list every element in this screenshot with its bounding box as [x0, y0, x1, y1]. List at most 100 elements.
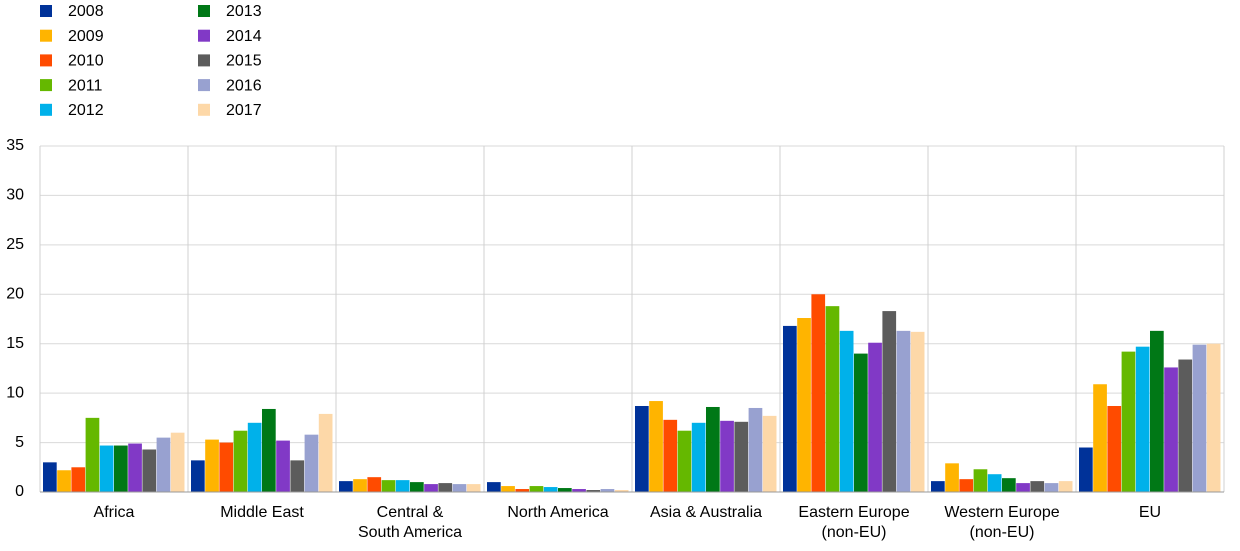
bar	[691, 422, 706, 492]
legend-label: 2012	[68, 102, 104, 119]
bar	[57, 470, 71, 492]
bar	[663, 419, 678, 492]
bar	[896, 330, 911, 492]
bar	[114, 445, 128, 492]
x-tick-label: EU	[1139, 504, 1161, 521]
y-tick-label: 0	[15, 483, 24, 500]
x-tick-label-line: (non-EU)	[970, 524, 1035, 541]
bar	[720, 420, 734, 492]
bar	[1044, 483, 1059, 492]
legend-label: 2014	[226, 28, 262, 45]
bar	[170, 432, 185, 492]
y-tick-label: 30	[6, 187, 24, 204]
x-tick-label: North America	[507, 504, 608, 521]
bar	[910, 331, 925, 492]
bar	[797, 318, 811, 492]
bar	[959, 479, 974, 492]
legend-label: 2013	[226, 3, 262, 20]
bar	[1002, 478, 1016, 492]
x-tick-label: Asia & Australia	[650, 504, 762, 521]
x-tick-label-line: Middle East	[220, 504, 304, 521]
bar	[1121, 351, 1136, 492]
bar	[839, 330, 854, 492]
x-tick-label-line: Eastern Europe	[798, 504, 909, 521]
bar	[191, 460, 205, 492]
bar	[276, 440, 290, 492]
legend-swatch	[40, 5, 52, 17]
bar	[1135, 346, 1150, 492]
legend-swatch	[40, 54, 52, 67]
bar	[825, 306, 840, 492]
bar	[487, 482, 501, 492]
bar	[987, 474, 1002, 492]
bar	[452, 484, 467, 492]
legend-swatch	[40, 29, 52, 42]
y-tick-label: 15	[6, 335, 24, 352]
bar	[1030, 481, 1045, 492]
bar	[1178, 359, 1193, 492]
x-tick-label-line: Asia & Australia	[650, 504, 762, 521]
bar	[381, 480, 396, 492]
bar	[233, 430, 248, 492]
bar	[748, 407, 763, 492]
legend-swatch	[40, 103, 52, 116]
bar	[734, 421, 749, 492]
bar	[99, 445, 114, 492]
legend-label: 2015	[226, 53, 262, 70]
bar	[1150, 330, 1164, 492]
x-tick-label: Central & South America	[358, 504, 462, 541]
bar	[1206, 343, 1221, 492]
x-tick-label: Africa	[94, 504, 135, 521]
y-tick-label: 25	[6, 236, 24, 253]
legend-swatch	[198, 54, 210, 67]
bar	[931, 481, 945, 492]
bar	[854, 353, 868, 492]
bar	[318, 413, 333, 492]
bar	[85, 417, 100, 492]
bar	[205, 439, 219, 492]
bar	[290, 460, 305, 492]
x-tick-label-line: North America	[507, 504, 608, 521]
legend-swatch	[40, 79, 52, 92]
y-tick-label: 35	[6, 137, 24, 154]
legend-label: 2017	[226, 102, 262, 119]
bar	[586, 490, 601, 492]
legend-swatch	[198, 79, 210, 92]
x-tick-label-line: Western Europe	[944, 504, 1059, 521]
x-tick-label-line: South America	[358, 524, 462, 541]
bar	[304, 434, 319, 492]
bar	[649, 401, 663, 492]
bar	[410, 482, 424, 492]
bar	[128, 443, 142, 492]
bar	[1164, 367, 1178, 492]
bar	[614, 490, 629, 492]
legend-label: 2009	[68, 28, 104, 45]
legend-label: 2011	[68, 77, 103, 94]
bar	[424, 484, 438, 492]
bar	[466, 484, 481, 492]
bar	[572, 489, 586, 492]
legend-swatch	[198, 29, 210, 42]
bar	[558, 488, 572, 492]
bar	[1016, 483, 1030, 492]
x-tick-label: Western Europe (non-EU)	[944, 504, 1059, 541]
bar	[438, 483, 453, 492]
bar	[43, 462, 57, 492]
bar	[262, 408, 276, 492]
legend-label: 2016	[226, 77, 262, 94]
bar	[783, 325, 797, 492]
x-tick-label-line: EU	[1139, 504, 1161, 521]
bar	[1093, 384, 1107, 492]
bar	[706, 406, 720, 492]
bar	[882, 311, 897, 492]
bar	[600, 489, 615, 492]
bar	[142, 449, 157, 492]
bar	[973, 469, 988, 492]
bar	[529, 486, 544, 492]
bar	[247, 422, 262, 492]
bar	[677, 430, 692, 492]
bar	[543, 487, 558, 492]
x-tick-label: Eastern Europe (non-EU)	[798, 504, 909, 541]
legend-label: 2010	[68, 53, 104, 70]
